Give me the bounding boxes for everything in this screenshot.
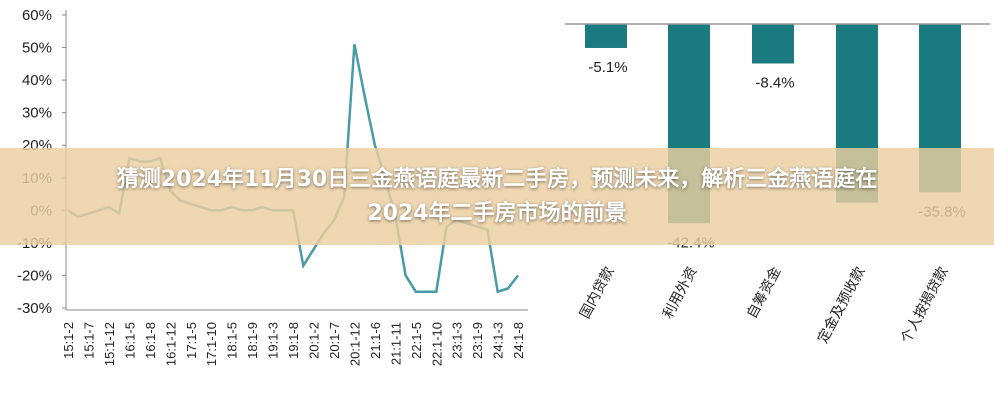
value-label: -8.4%	[755, 74, 794, 91]
x-tick-label: 23:1-3	[450, 322, 465, 359]
x-tick-label: 利用外资	[659, 264, 699, 321]
x-tick-label: 17:1-10	[204, 322, 219, 366]
x-tick-label: 20:1-7	[327, 322, 342, 359]
x-tick-label: 21:1-11	[388, 322, 403, 365]
bar	[585, 24, 627, 48]
x-tick-label: 19:1-8	[286, 322, 301, 359]
x-tick-label: 24:1-8	[511, 322, 526, 359]
x-tick-label: 18:1-9	[245, 322, 260, 359]
x-tick-label: 22:1-5	[409, 322, 424, 359]
x-tick-label: 22:1-10	[429, 322, 444, 366]
x-tick-label: 个人按揭贷款	[897, 264, 951, 346]
x-tick-label: 定金及预收款	[814, 264, 868, 346]
x-tick-label: 15:1-12	[102, 322, 117, 366]
y-tick-label: 60%	[22, 7, 52, 24]
x-tick-label: 国内贷款	[576, 264, 616, 321]
x-tick-label: 15:1-7	[81, 322, 96, 359]
x-tick-label: 20:1-12	[347, 322, 362, 366]
x-tick-label: 16:1-5	[122, 322, 137, 359]
x-tick-label: 19:1-3	[266, 322, 281, 359]
banner: 猜测2024年11月30日三金燕语庭最新二手房，预测未来，解析三金燕语庭在202…	[0, 148, 994, 245]
x-tick-label: 18:1-5	[225, 322, 240, 359]
y-tick-label: 40%	[22, 72, 52, 89]
y-tick-label: 30%	[22, 105, 52, 122]
x-tick-label: 16:1-8	[143, 322, 158, 359]
x-tick-label: 15:1-2	[61, 322, 76, 359]
y-tick-label: -30%	[17, 300, 52, 317]
x-tick-label: 24:1-3	[491, 322, 506, 359]
x-tick-label: 23:1-9	[470, 322, 485, 359]
bar	[752, 24, 794, 64]
x-tick-label: 16:1-12	[163, 322, 178, 366]
banner-title: 猜测2024年11月30日三金燕语庭最新二手房，预测未来，解析三金燕语庭在202…	[116, 166, 878, 226]
value-label: -5.1%	[588, 59, 627, 76]
x-tick-label: 20:1-2	[307, 322, 322, 359]
y-tick-label: -20%	[17, 267, 52, 284]
y-tick-label: 50%	[22, 40, 52, 57]
x-tick-label: 17:1-5	[184, 322, 199, 359]
x-tick-label: 21:1-6	[368, 322, 383, 359]
x-tick-label: 自筹资金	[743, 264, 783, 321]
